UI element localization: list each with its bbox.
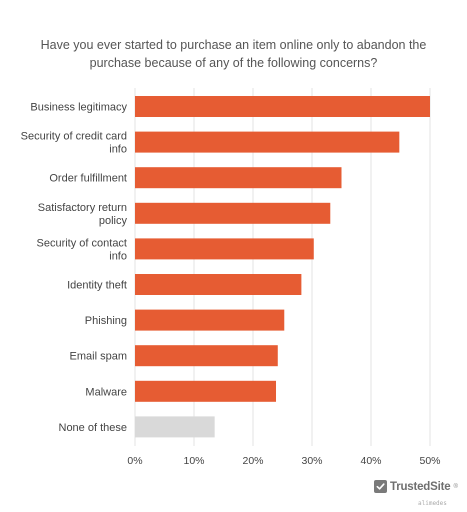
bar xyxy=(135,131,400,153)
x-tick-label: 20% xyxy=(242,455,263,467)
bar xyxy=(135,167,342,189)
chart-title-line-1: Have you ever started to purchase an ite… xyxy=(40,38,427,52)
checkmark-icon xyxy=(374,480,387,493)
category-label: Phishing xyxy=(85,315,127,327)
bar xyxy=(135,238,314,260)
category-label: Satisfactory return policy xyxy=(38,202,128,227)
bar xyxy=(135,96,430,117)
x-tick-label: 0% xyxy=(127,455,142,467)
brand-name: TrustedSite xyxy=(390,480,451,493)
x-tick-label: 30% xyxy=(301,455,322,467)
watermark: alimedes xyxy=(418,500,447,507)
registered-mark: ® xyxy=(453,483,458,490)
chart-title: Have you ever started to purchase an ite… xyxy=(20,36,447,72)
category-label: Security of contact info xyxy=(37,237,128,262)
tick-label-layer: 0% 10% 20% 30% 40% 50% xyxy=(127,455,440,467)
category-label: None of these xyxy=(59,422,128,434)
category-label: Identity theft xyxy=(67,280,127,292)
bar xyxy=(135,274,302,295)
bar xyxy=(135,380,277,402)
trustedsite-logo: TrustedSite ® xyxy=(374,480,458,493)
bar xyxy=(135,202,331,224)
bar xyxy=(135,345,278,367)
x-tick-label: 50% xyxy=(419,455,440,467)
bar xyxy=(135,309,285,331)
chart-title-line-2: purchase because of any of the following… xyxy=(89,56,378,70)
category-label: Security of credit card info xyxy=(21,131,127,156)
x-tick-label: 40% xyxy=(360,455,381,467)
x-tick-label: 10% xyxy=(183,455,204,467)
category-label: Email spam xyxy=(70,351,127,363)
category-label-layer: Business legitimacy Security of credit ca… xyxy=(21,102,128,434)
bar-layer xyxy=(135,96,430,438)
bar xyxy=(135,416,215,438)
category-label: Order fulfillment xyxy=(49,173,127,185)
category-label: Business legitimacy xyxy=(30,102,127,114)
category-label: Malware xyxy=(85,386,127,398)
